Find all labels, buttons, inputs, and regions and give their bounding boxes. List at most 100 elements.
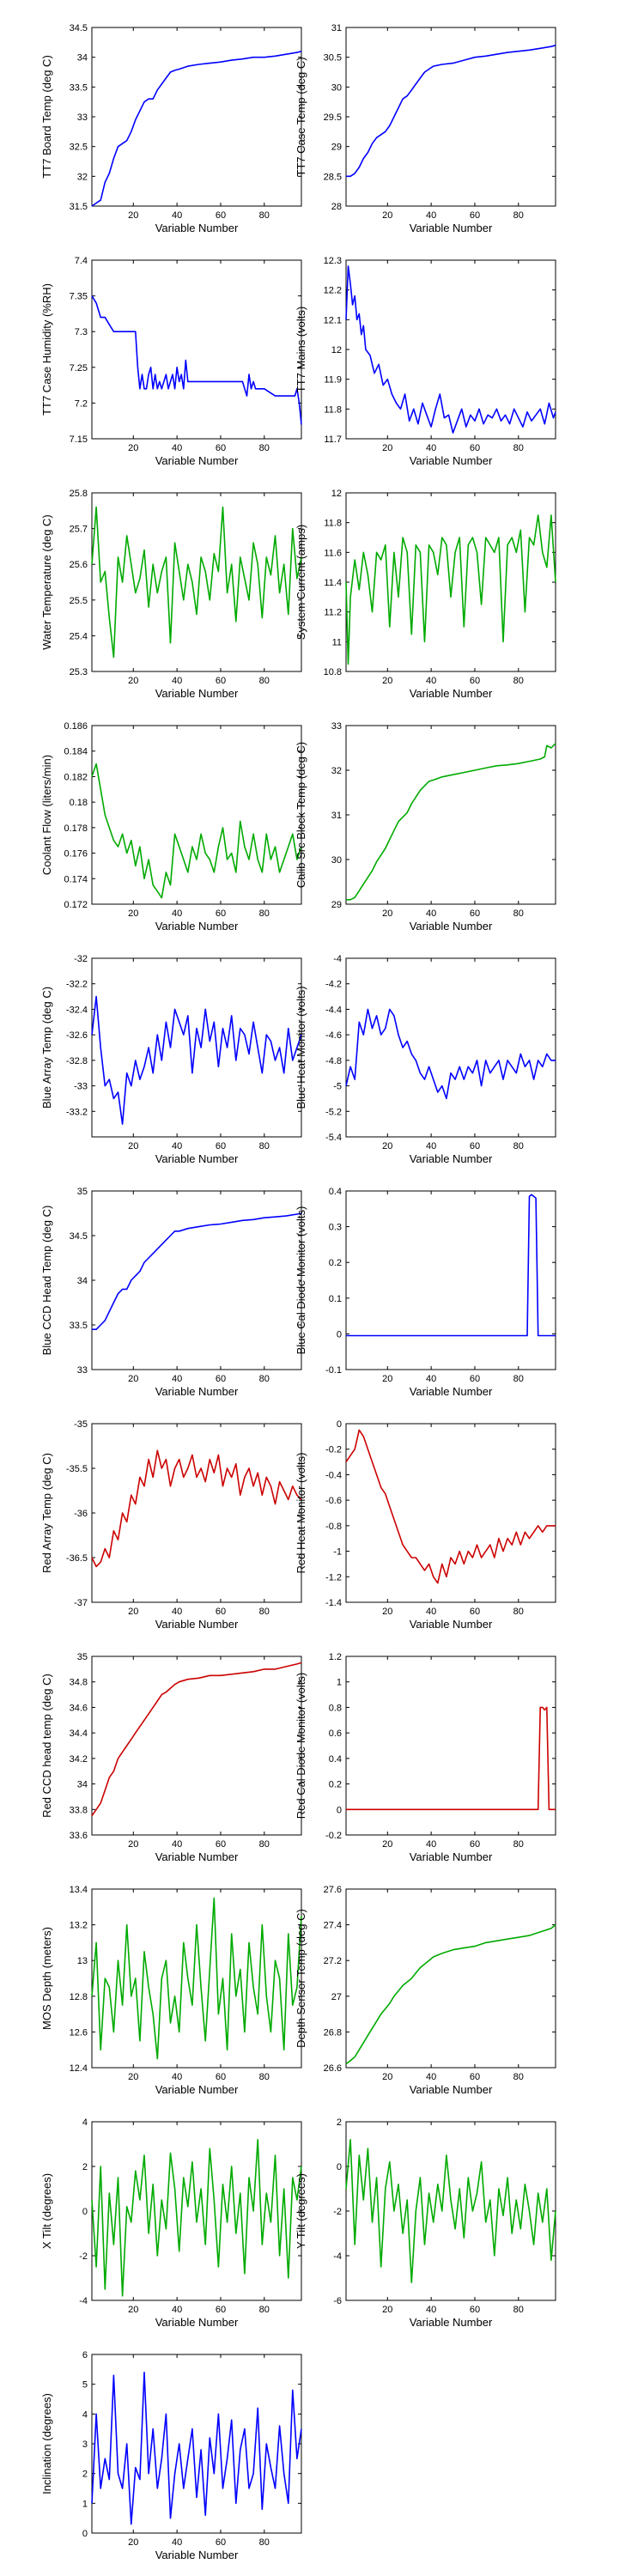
x-tick-label: 20	[382, 1607, 392, 1617]
x-tick-label: 80	[259, 210, 270, 221]
plot-frame	[345, 1888, 556, 2069]
x-axis-label: Variable Number	[410, 1152, 493, 1165]
x-tick-label: 80	[513, 1141, 524, 1151]
x-tick-label: 40	[172, 2537, 182, 2548]
y-tick-label: 12.2	[324, 286, 342, 296]
y-tick-label: 29	[331, 143, 342, 153]
x-tick-label: 20	[382, 2305, 392, 2315]
chart-panel-8: 20 40 60 80 29 30 31 32 33 Variable Number Calib S…	[295, 721, 556, 933]
x-axis-label: Variable Number	[155, 454, 239, 467]
y-tick-label: 28.5	[324, 172, 342, 182]
series-line	[346, 1706, 556, 1811]
y-tick-label: 0.182	[64, 772, 88, 782]
y-tick-label: 31.5	[70, 202, 88, 212]
x-axis-label: Variable Number	[410, 1850, 493, 1863]
y-tick-label: -0.2	[325, 1831, 342, 1841]
y-tick-label: -35	[74, 1419, 88, 1430]
y-tick-label: 25.6	[70, 560, 88, 570]
y-tick-label: 4	[82, 2117, 88, 2128]
chart-panel-4: 20 40 60 80 11.7 11.8 11.9 12 12.1 12.2 12.3 Variab…	[295, 256, 556, 467]
y-tick-label: 0.186	[64, 721, 88, 732]
x-tick-label: 40	[426, 2305, 436, 2315]
y-tick-label: 12.6	[70, 2027, 88, 2038]
y-tick-label: -4.4	[325, 1005, 342, 1015]
x-tick-label: 80	[259, 676, 270, 686]
plot-frame	[345, 492, 556, 672]
x-tick-label: 40	[426, 676, 436, 686]
y-tick-label: 30.5	[324, 53, 342, 64]
chart-panel-16: 20 40 60 80 -0.2 0 0.2 0.4 0.6 0.8 1 1.2 Variable Nu…	[295, 1652, 556, 1863]
x-tick-label: 80	[513, 1839, 524, 1850]
x-axis-label: Variable Number	[410, 1385, 493, 1398]
x-axis-label: Variable Number	[155, 2316, 239, 2329]
y-tick-label: 31	[331, 23, 342, 33]
x-tick-label: 60	[216, 210, 226, 221]
y-axis-label: TT7 Board Temp (deg C)	[40, 55, 53, 179]
y-tick-label: -35.5	[66, 1464, 88, 1474]
y-tick-label: 25.8	[70, 489, 88, 499]
x-tick-label: 20	[128, 1374, 138, 1384]
x-axis-label: Variable Number	[155, 222, 239, 234]
series-line	[92, 1212, 302, 1330]
series-line	[345, 514, 556, 665]
x-tick-label: 80	[513, 908, 524, 919]
y-tick-label: 34	[77, 53, 88, 64]
chart-panel-9: 20 40 60 80 -33.2 -33 -32.8 -32.6 -32.4 -32.2 -32 V…	[40, 954, 302, 1165]
x-tick-label: 40	[172, 443, 182, 453]
y-tick-label: 34	[77, 1276, 88, 1286]
y-tick-label: 11.4	[324, 578, 342, 588]
series-line	[91, 295, 302, 425]
x-tick-label: 60	[470, 1839, 480, 1850]
y-tick-label: 7.35	[70, 292, 88, 302]
y-tick-label: 34	[77, 1780, 88, 1790]
y-tick-label: 34.2	[70, 1754, 88, 1765]
chart-panel-14: 20 40 60 80 -1.4 -1.2 -1 -0.8 -0.6 -0.4 -0.2 0 Varia…	[295, 1419, 556, 1631]
x-tick-label: 20	[382, 1839, 392, 1850]
x-tick-label: 40	[172, 908, 182, 919]
y-tick-label: 35	[77, 1187, 88, 1197]
y-tick-label: -37	[74, 1598, 88, 1608]
y-tick-label: 2	[337, 2117, 342, 2128]
series-line	[345, 1429, 556, 1584]
series-line	[345, 2139, 556, 2283]
y-tick-label: 29.5	[324, 112, 342, 123]
series-line	[91, 995, 302, 1125]
x-tick-label: 80	[513, 676, 524, 686]
y-tick-label: 13.4	[70, 1885, 88, 1895]
y-axis-label: Water Temperature (deg C)	[40, 514, 53, 650]
series-line	[91, 1662, 302, 1817]
y-tick-label: 34.5	[70, 23, 88, 33]
y-tick-label: 6	[82, 2350, 88, 2360]
y-tick-label: 7.15	[70, 434, 88, 445]
x-tick-label: 40	[172, 2072, 182, 2082]
y-tick-label: 31	[331, 811, 342, 821]
chart-panel-15: 20 40 60 80 33.6 33.8 34 34.2 34.4 34.6 34.8 35 Vari…	[40, 1652, 302, 1863]
y-tick-label: -5.4	[325, 1133, 342, 1143]
y-tick-label: 33	[77, 1365, 88, 1376]
y-tick-label: 11.8	[324, 404, 342, 415]
y-tick-label: 33.8	[70, 1805, 88, 1815]
y-tick-label: 25.4	[70, 631, 88, 641]
y-tick-label: 0.18	[70, 798, 88, 808]
x-tick-label: 80	[513, 1607, 524, 1617]
x-tick-label: 60	[216, 1141, 226, 1151]
y-tick-label: 2	[82, 2470, 88, 2480]
y-tick-label: 0.4	[329, 1754, 342, 1765]
x-tick-label: 80	[513, 443, 524, 453]
x-axis-label: Variable Number	[155, 687, 239, 700]
x-tick-label: 80	[259, 443, 270, 453]
y-tick-label: -2	[333, 2207, 342, 2217]
y-tick-label: 34.4	[70, 1728, 88, 1739]
x-tick-label: 60	[216, 443, 226, 453]
x-tick-label: 40	[172, 1839, 182, 1850]
x-axis-label: Variable Number	[155, 1618, 239, 1631]
chart-panel-7: 20 40 60 80 0.172 0.174 0.176 0.178 0.18 0.182 0.1…	[40, 721, 302, 933]
y-tick-label: 0.1	[329, 1294, 342, 1304]
y-tick-label: 11.9	[324, 375, 342, 386]
x-tick-label: 60	[470, 2072, 480, 2082]
y-tick-label: -5	[333, 1082, 342, 1092]
y-tick-label: 11.2	[324, 608, 342, 618]
y-tick-label: 0.174	[64, 874, 88, 884]
y-tick-label: 35	[77, 1652, 88, 1662]
